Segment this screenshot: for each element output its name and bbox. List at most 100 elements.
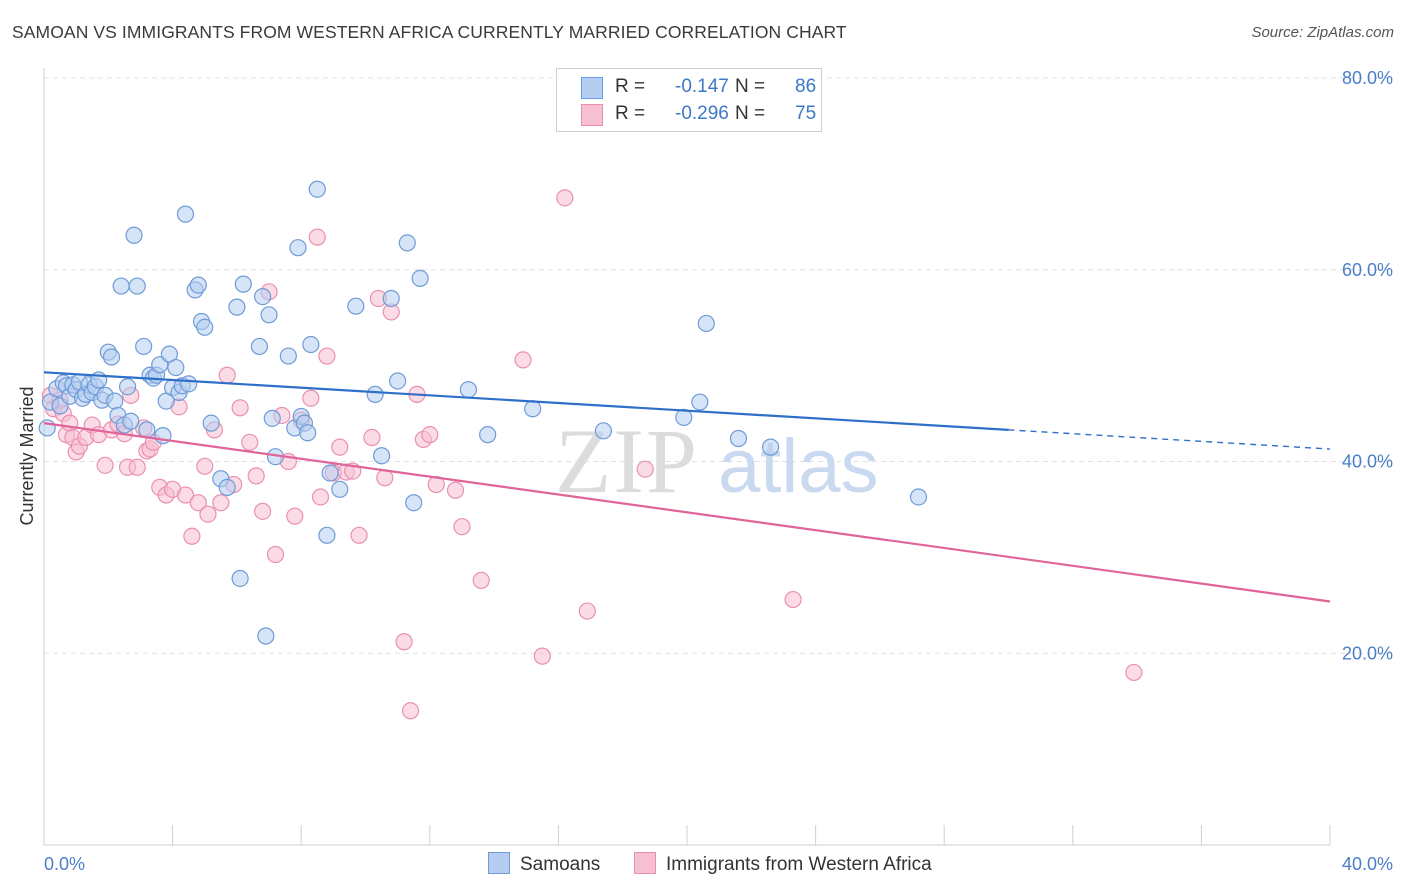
watermark-zip: ZIP bbox=[555, 410, 699, 512]
x-tick-label: 40.0% bbox=[1342, 854, 1393, 874]
western-africa-point bbox=[199, 505, 217, 523]
source-label: Source: ZipAtlas.com bbox=[1251, 24, 1394, 41]
samoan-point bbox=[189, 276, 207, 294]
western-africa-point bbox=[247, 467, 265, 485]
y-tick-label: 80.0% bbox=[1342, 68, 1393, 88]
samoan-point bbox=[128, 277, 146, 295]
samoan-point bbox=[405, 494, 423, 512]
samoan-point bbox=[125, 226, 143, 244]
grid-lines bbox=[44, 77, 1392, 654]
samoan-point bbox=[479, 426, 497, 444]
legend-r-label: R = bbox=[615, 103, 646, 124]
samoan-point bbox=[524, 400, 542, 418]
samoan-point bbox=[331, 480, 349, 498]
samoan-point bbox=[231, 569, 249, 588]
western-africa-point bbox=[286, 507, 304, 525]
series-samoans-points bbox=[38, 180, 928, 645]
western-africa-point bbox=[61, 414, 79, 432]
western-africa-trend-line bbox=[43, 422, 1331, 603]
western-africa-point bbox=[395, 633, 413, 651]
samoan-point bbox=[308, 180, 326, 198]
bottom-legend-western-africa[interactable]: Immigrants from Western Africa bbox=[634, 852, 932, 876]
western-africa-point bbox=[254, 502, 272, 520]
samoan-point bbox=[302, 335, 320, 354]
samoan-point bbox=[347, 297, 365, 315]
samoan-point bbox=[729, 429, 748, 448]
western-africa-point bbox=[453, 518, 471, 536]
western-africa-point bbox=[128, 458, 146, 476]
western-africa-point bbox=[350, 526, 368, 544]
western-africa-point bbox=[241, 433, 259, 451]
samoan-point bbox=[594, 422, 613, 440]
samoan-point bbox=[691, 393, 709, 411]
western-africa-point bbox=[176, 486, 195, 504]
samoan-point bbox=[321, 464, 339, 482]
chart-title: SAMOAN VS IMMIGRANTS FROM WESTERN AFRICA… bbox=[12, 22, 847, 42]
samoan-point bbox=[202, 414, 220, 432]
samoan-point bbox=[761, 438, 780, 456]
western-africa-point bbox=[1125, 663, 1143, 682]
samoan-point bbox=[389, 372, 407, 390]
bottom-legend-samoans[interactable]: Samoans bbox=[488, 852, 600, 876]
samoan-point bbox=[260, 306, 278, 324]
western-africa-point bbox=[183, 527, 201, 545]
western-africa-point bbox=[472, 571, 490, 589]
samoan-point bbox=[909, 488, 928, 506]
western-africa-point bbox=[578, 602, 596, 620]
samoans-trend-line-extension bbox=[1008, 429, 1331, 450]
western-africa-point bbox=[421, 426, 439, 444]
western-africa-point bbox=[308, 228, 326, 246]
samoan-point bbox=[176, 205, 195, 223]
western-africa-point bbox=[231, 399, 249, 417]
samoan-point bbox=[118, 378, 137, 396]
western-africa-point bbox=[266, 545, 285, 564]
western-africa-point bbox=[189, 494, 207, 512]
legend-swatch-blue bbox=[581, 77, 603, 99]
western-africa-point bbox=[363, 428, 381, 447]
samoan-point bbox=[372, 447, 391, 465]
samoan-point bbox=[102, 348, 121, 366]
western-africa-point bbox=[218, 366, 236, 384]
samoan-point bbox=[411, 269, 429, 287]
samoan-point bbox=[459, 380, 477, 399]
legend-r-label: R = bbox=[615, 76, 646, 97]
samoan-point bbox=[250, 337, 269, 356]
legend-n-label: N = bbox=[735, 76, 766, 97]
samoan-point bbox=[234, 275, 252, 293]
samoan-point bbox=[382, 289, 400, 308]
western-africa-point bbox=[96, 456, 114, 474]
stats-legend: R = -0.147 N = 86 R = -0.296 N = 75 bbox=[556, 68, 822, 132]
samoan-point bbox=[263, 409, 281, 427]
western-africa-point bbox=[331, 438, 349, 456]
samoan-point bbox=[38, 419, 56, 437]
tick-labels: 20.0% 40.0% 60.0% 80.0% 0.0% 40.0% bbox=[44, 68, 1393, 874]
samoan-point bbox=[138, 421, 156, 439]
samoan-point bbox=[366, 385, 384, 403]
samoan-point bbox=[254, 287, 272, 306]
legend-swatch-blue bbox=[488, 852, 510, 874]
samoan-point bbox=[257, 627, 275, 645]
samoan-point bbox=[289, 239, 307, 257]
samoan-point bbox=[180, 375, 198, 393]
western-africa-point bbox=[311, 488, 330, 506]
samoan-point bbox=[228, 298, 246, 316]
western-africa-point bbox=[196, 457, 214, 475]
legend-r-value: -0.147 bbox=[675, 76, 729, 97]
axes bbox=[43, 68, 1331, 846]
legend-swatch-pink bbox=[634, 852, 656, 874]
samoans-trend-line bbox=[43, 371, 1009, 431]
western-africa-point bbox=[784, 590, 802, 609]
legend-n-value: 75 bbox=[795, 103, 817, 124]
western-africa-point bbox=[212, 494, 230, 512]
western-africa-point bbox=[401, 702, 420, 720]
samoan-point bbox=[106, 392, 124, 410]
samoan-point bbox=[167, 358, 185, 377]
y-tick-label: 40.0% bbox=[1342, 452, 1393, 472]
y-axis-title: Currently Married bbox=[17, 386, 37, 525]
western-africa-point bbox=[556, 189, 574, 207]
western-africa-point bbox=[302, 389, 320, 407]
western-africa-point bbox=[636, 460, 654, 478]
samoan-point bbox=[697, 314, 715, 333]
samoan-point bbox=[122, 412, 140, 430]
